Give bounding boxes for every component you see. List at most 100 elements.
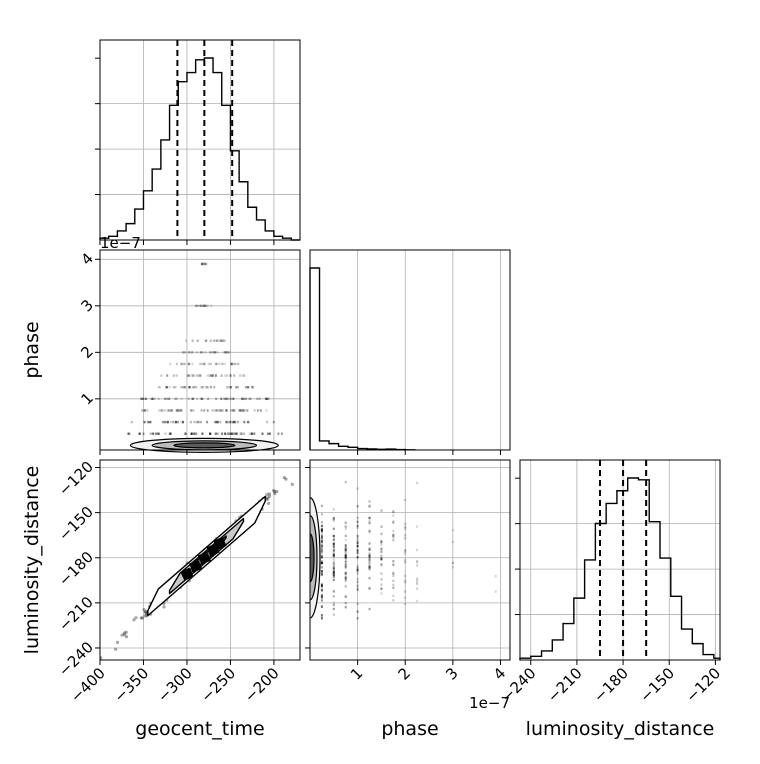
scatter-phase-distance-point (368, 587, 371, 590)
scatter-geocent-phase-point (188, 386, 191, 389)
scatter-phase-distance-point (320, 594, 323, 597)
scatter-geocent-phase-point (198, 374, 201, 377)
scatter-phase-distance-point (332, 554, 335, 558)
scatter-phase-distance-point (392, 572, 395, 575)
scatter-geocent-phase-point (212, 339, 215, 342)
scatter-geocent-phase-point (181, 386, 184, 389)
scatter-phase-distance-point (392, 583, 395, 587)
scatter-phase-distance-point (320, 573, 323, 576)
scatter-geocent-phase-point (232, 420, 235, 424)
scatter-geocent-phase-point (209, 374, 212, 377)
hist-geocent-time-background (100, 40, 300, 240)
scatter-geocent-phase-point (236, 386, 239, 389)
scatter-geocent-phase-point (142, 397, 145, 401)
scatter-geocent-phase-point (233, 362, 236, 366)
scatter-geocent-phase-point (219, 339, 222, 342)
scatter-geocent-phase-point (216, 351, 219, 354)
scatter-phase-distance-point (344, 572, 347, 575)
scatter-phase-distance-point (344, 556, 347, 560)
scatter-geocent-phase-point (230, 386, 233, 389)
scatter-geocent-distance-point (122, 631, 126, 635)
scatter-geocent-phase-point (159, 386, 162, 389)
scatter-geocent-phase-point (188, 362, 191, 366)
scatter-phase-distance-point (392, 521, 395, 525)
scatter-geocent-distance-ytick-label-3: −150 (55, 503, 97, 545)
scatter-geocent-phase-point (169, 432, 172, 435)
scatter-phase-distance-point (356, 587, 359, 590)
scatter-geocent-phase-point (253, 409, 256, 412)
scatter-phase-distance-point (320, 614, 323, 617)
scatter-geocent-phase-point (229, 420, 232, 424)
scatter-phase-distance-point (404, 580, 407, 584)
scatter-geocent-phase-point (237, 409, 240, 412)
scatter-phase-distance-xtick-label-3: 4 (490, 664, 509, 683)
scatter-geocent-distance-point (143, 614, 147, 618)
scatter-geocent-phase-point (246, 386, 249, 389)
scatter-geocent-phase-point (242, 397, 245, 401)
scatter-phase-distance-point (404, 522, 407, 526)
scatter-phase-distance-point (416, 599, 419, 603)
scatter-phase-distance-point (380, 557, 383, 561)
scatter-geocent-phase-background (100, 250, 300, 450)
scatter-phase-distance-background (310, 460, 510, 660)
scatter-geocent-distance-point (143, 610, 148, 614)
scatter-phase-distance-point (416, 582, 419, 586)
scatter-geocent-phase-point (228, 420, 231, 424)
scatter-geocent-phase-point (179, 409, 182, 412)
scatter-geocent-phase-point (195, 351, 198, 354)
scatter-geocent-phase-point (241, 409, 244, 412)
scatter-phase-distance-point (332, 542, 335, 546)
scatter-geocent-phase-point (188, 362, 191, 366)
scatter-phase-distance-point (344, 555, 347, 559)
scatter-geocent-phase-point (218, 409, 221, 412)
scatter-geocent-phase-point (247, 420, 250, 424)
scatter-geocent-phase-point (188, 374, 191, 377)
scatter-geocent-phase-point (234, 432, 237, 435)
scatter-geocent-phase-point (200, 397, 203, 401)
scatter-phase-distance-point (380, 539, 383, 543)
scatter-geocent-phase-point (212, 374, 215, 377)
scatter-geocent-phase-point (192, 374, 195, 377)
scatter-geocent-distance-point (120, 633, 124, 637)
scatter-phase-distance-point (356, 551, 359, 555)
scatter-phase-distance-point (380, 543, 383, 546)
scatter-geocent-phase-point (220, 374, 223, 377)
scatter-geocent-phase-point (149, 420, 152, 424)
scatter-geocent-phase-point (243, 420, 246, 424)
scatter-geocent-phase-point (193, 374, 196, 377)
scatter-phase-distance-point (380, 525, 383, 528)
scatter-phase-distance-point (368, 521, 371, 525)
scatter-geocent-phase-point (221, 339, 224, 342)
scatter-geocent-phase-ytick-label-2: 3 (77, 296, 96, 315)
scatter-geocent-phase-point (166, 397, 169, 401)
scatter-geocent-phase-point (266, 397, 269, 401)
scatter-phase-distance-point (380, 540, 383, 544)
scatter-phase-distance-point (344, 566, 347, 569)
scatter-geocent-phase-point (146, 409, 149, 412)
scatter-geocent-phase-point (235, 386, 238, 389)
scatter-geocent-phase-point (251, 386, 254, 389)
scatter-geocent-phase-point (224, 351, 227, 354)
scatter-phase-distance-point (320, 561, 323, 564)
scatter-geocent-phase-point (221, 409, 224, 412)
scatter-geocent-phase-point (242, 409, 245, 412)
scatter-geocent-distance-point (100, 656, 103, 660)
scatter-geocent-phase-point (195, 304, 198, 308)
scatter-geocent-phase-point (240, 409, 243, 412)
scatter-geocent-phase-point (191, 339, 194, 342)
scatter-geocent-phase-point (221, 432, 224, 435)
scatter-geocent-phase-point (251, 432, 254, 435)
scatter-phase-distance-point (332, 557, 335, 561)
scatter-geocent-phase-point (219, 409, 222, 412)
scatter-phase-distance-point (368, 564, 371, 567)
scatter-geocent-phase-point (210, 374, 213, 377)
scatter-phase-distance-point (416, 564, 419, 567)
scatter-phase-distance-point (320, 543, 323, 546)
scatter-phase-distance-point (356, 524, 359, 528)
scatter-geocent-phase-point (197, 339, 200, 342)
scatter-geocent-phase-point (232, 397, 235, 401)
scatter-phase-distance-point (368, 607, 371, 611)
scatter-phase-distance-point (332, 549, 335, 552)
scatter-phase-distance-point (344, 577, 347, 580)
scatter-geocent-phase-offset-text: 1e−7 (100, 234, 141, 252)
